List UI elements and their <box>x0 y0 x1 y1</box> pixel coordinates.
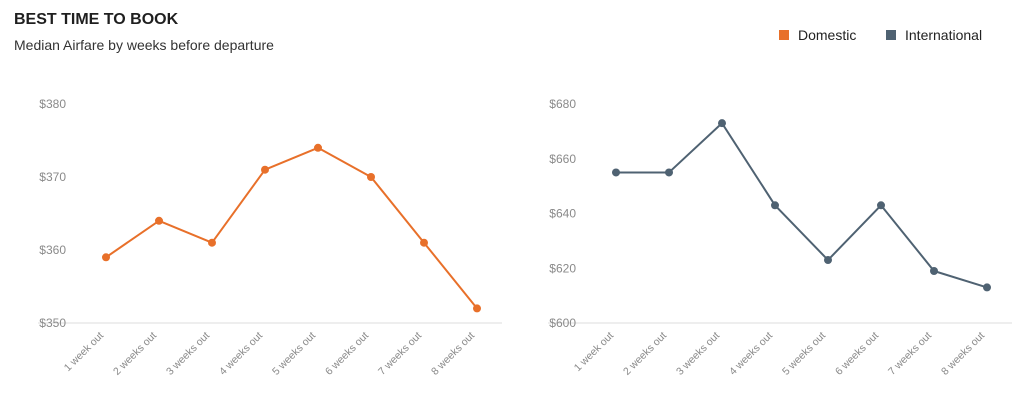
domestic-x-tick-label: 5 weeks out <box>270 330 318 378</box>
international-y-tick-label: $680 <box>549 97 576 111</box>
domestic-data-point <box>367 173 375 181</box>
international-data-point <box>718 119 726 128</box>
legend-label-domestic: Domestic <box>798 27 857 43</box>
international-x-tick-label: 2 weeks out <box>621 330 669 378</box>
international-data-point <box>612 168 620 177</box>
international-data-point <box>877 201 885 210</box>
international-data-point <box>983 283 991 292</box>
legend-item-domestic[interactable]: Domestic <box>779 27 856 43</box>
international-data-point <box>771 201 779 210</box>
international-x-tick-label: 4 weeks out <box>727 330 775 378</box>
international-x-tick-label: 6 weeks out <box>833 330 881 378</box>
domestic-x-tick-label: 3 weeks out <box>164 330 212 378</box>
international-y-tick-label: $660 <box>549 152 576 166</box>
domestic-y-tick-label: $360 <box>39 243 66 257</box>
domestic-data-point <box>314 143 322 152</box>
international-y-tick-label: $640 <box>549 207 576 221</box>
domestic-data-point <box>473 304 481 313</box>
international-series-line <box>616 122 988 289</box>
domestic-series-line <box>105 146 478 310</box>
legend-swatch-international <box>886 30 896 40</box>
domestic-data-point <box>102 253 110 262</box>
international-x-tick-label: 7 weeks out <box>886 330 934 378</box>
chart-subtitle: Median Airfare by weeks before departure <box>14 37 274 53</box>
domestic-x-tick-label: 4 weeks out <box>217 330 265 378</box>
international-x-tick-label: 1 week out <box>572 330 616 374</box>
domestic-data-point <box>208 238 216 247</box>
international-y-tick-label: $600 <box>549 316 576 330</box>
international-x-tick-label: 5 weeks out <box>780 330 828 378</box>
legend-label-international: International <box>905 27 983 43</box>
chart-title: BEST TIME TO BOOK <box>14 11 179 28</box>
domestic-data-point <box>155 216 163 225</box>
domestic-x-tick-label: 6 weeks out <box>323 330 371 378</box>
legend-swatch-domestic <box>779 30 789 40</box>
international-x-tick-label: 8 weeks out <box>939 330 987 378</box>
international-data-point <box>930 266 938 275</box>
domestic-data-point <box>420 238 428 247</box>
domestic-x-tick-label: 2 weeks out <box>111 330 159 378</box>
international-data-point <box>665 168 673 177</box>
domestic-y-tick-label: $350 <box>39 316 66 330</box>
domestic-y-tick-label: $380 <box>39 97 66 111</box>
domestic-x-tick-label: 8 weeks out <box>429 330 477 378</box>
domestic-y-tick-label: $370 <box>39 170 66 184</box>
legend-item-international[interactable]: International <box>886 27 982 43</box>
domestic-data-point <box>261 165 269 174</box>
international-y-tick-label: $620 <box>549 261 576 275</box>
domestic-x-tick-label: 1 week out <box>62 330 106 374</box>
international-x-tick-label: 3 weeks out <box>674 330 722 378</box>
domestic-x-tick-label: 7 weeks out <box>376 330 424 378</box>
international-data-point <box>824 256 832 265</box>
